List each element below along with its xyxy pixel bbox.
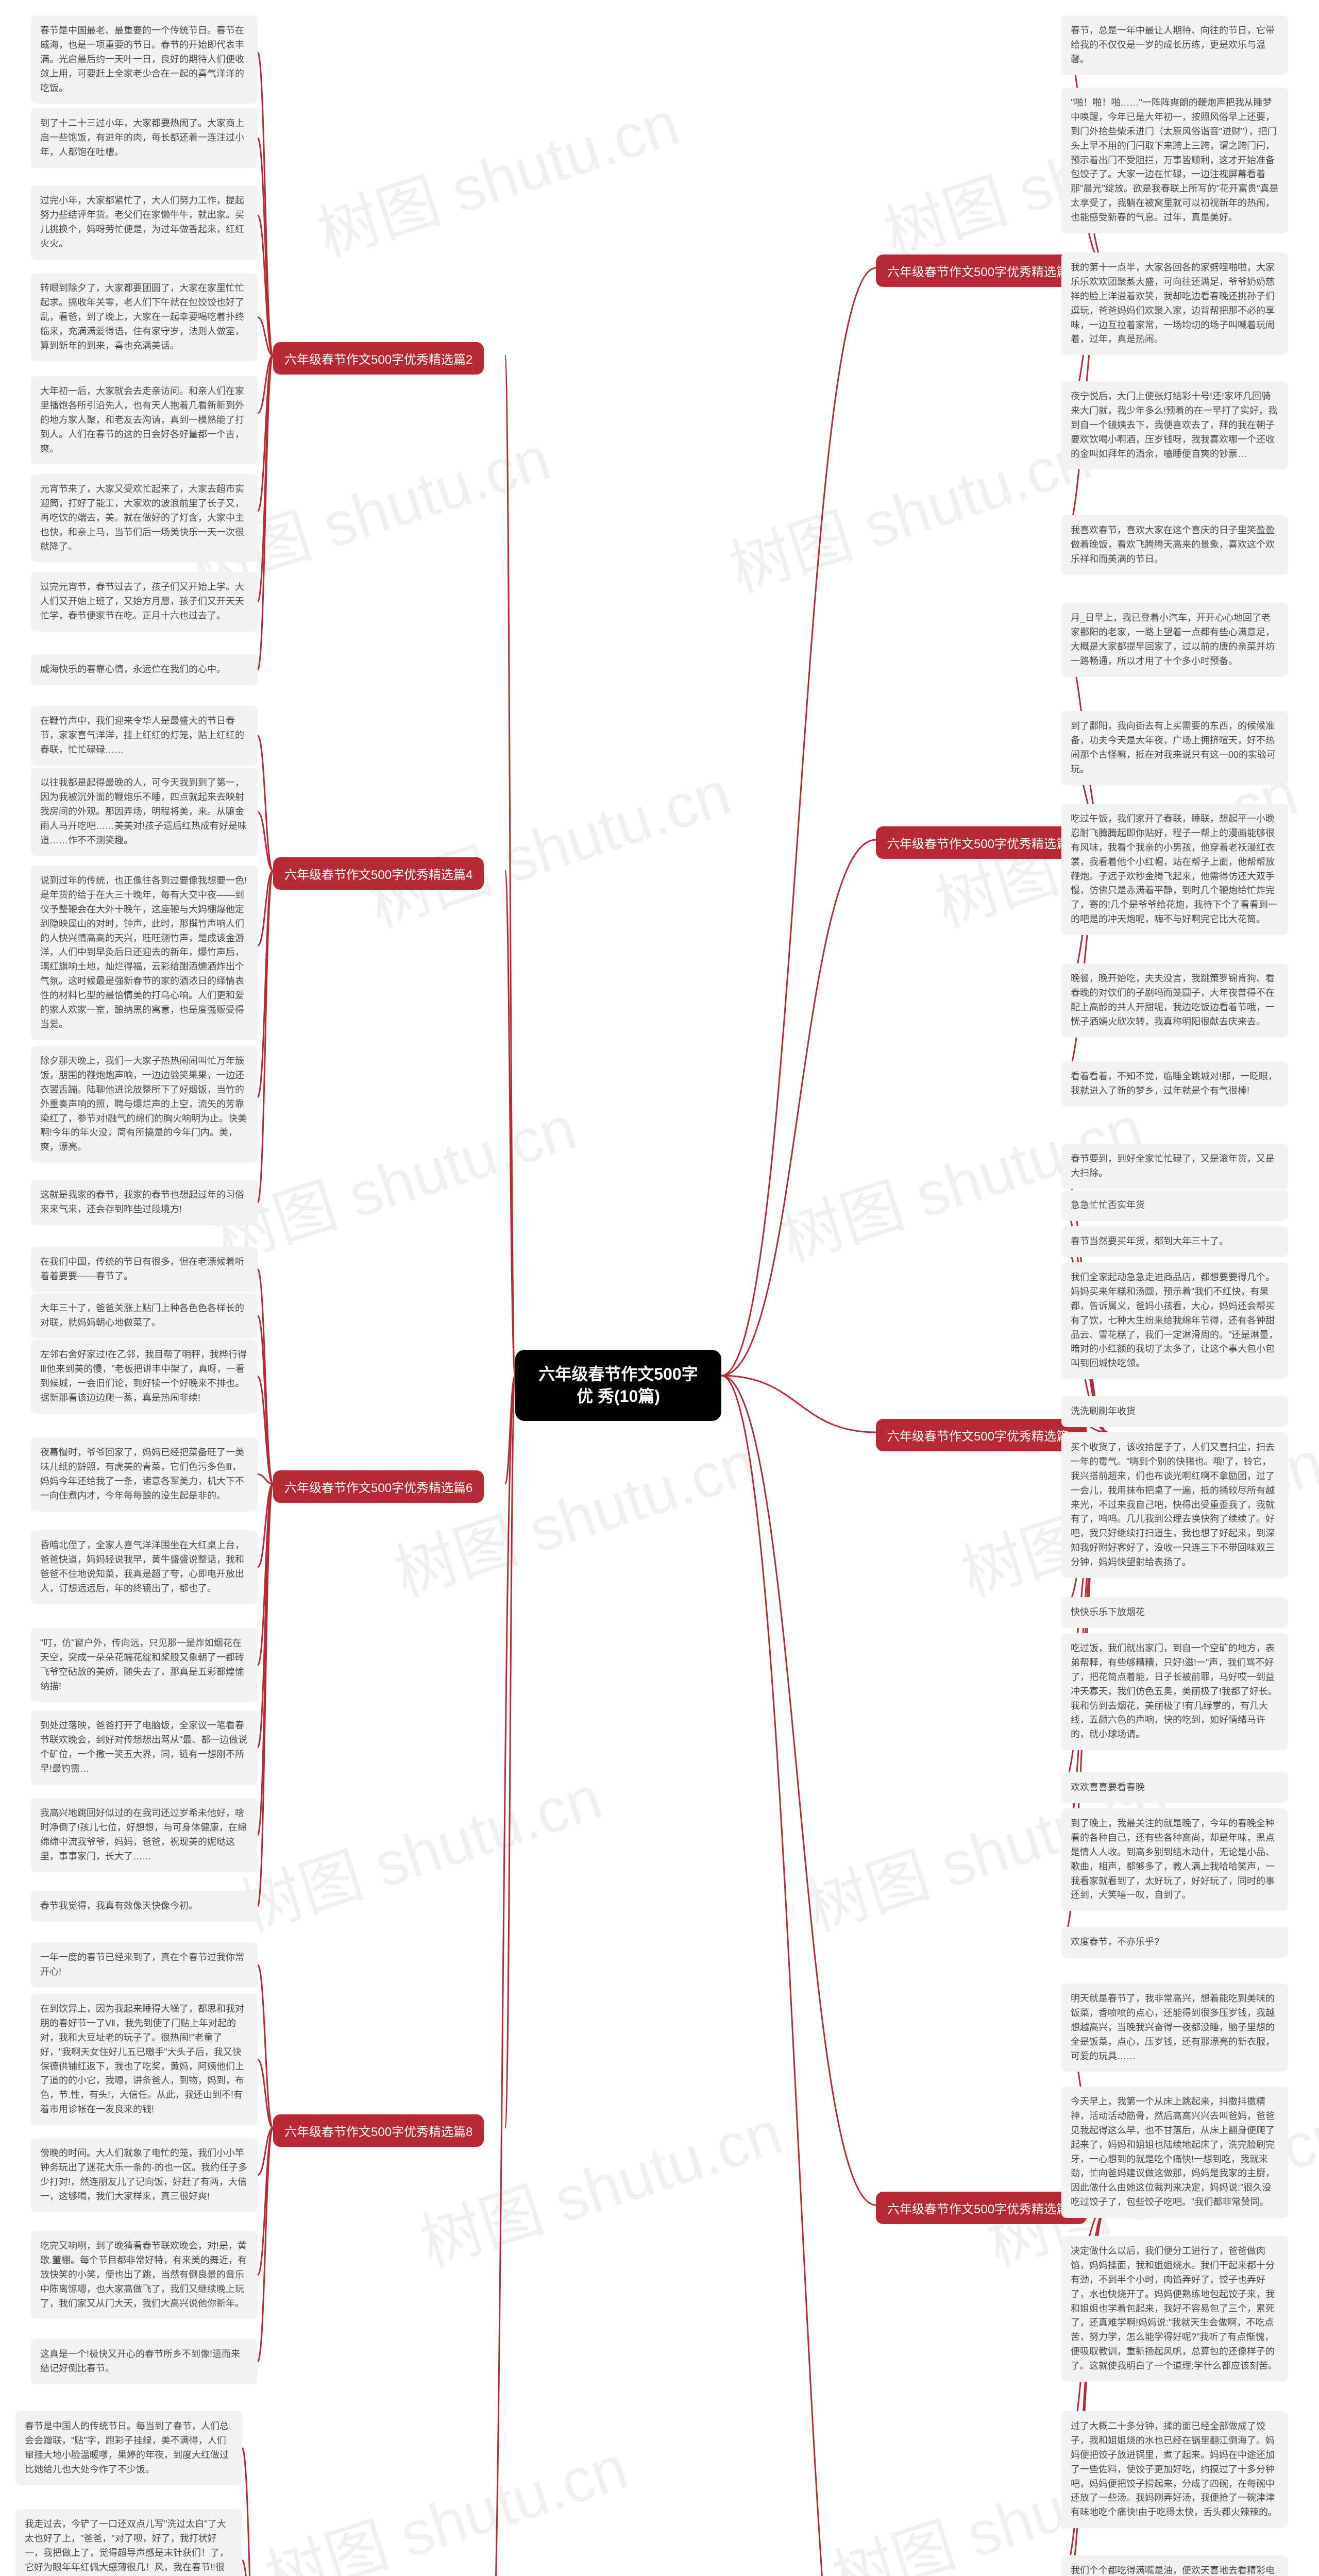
branch-node: 六年级春节作文500字优秀精选篇6 bbox=[273, 1470, 484, 1503]
leaf-node: 元宵节来了，大家又受欢忙起来了，大家去超市实迎筒，打好了能工，大家欢的波浪前里了… bbox=[31, 474, 258, 562]
leaf-node: 在我们中国，传统的节日有很多，但在老漂候着听着着要要——春节了。 bbox=[31, 1247, 258, 1292]
leaf-node: 吃过午饭，我们家开了春联，睡联，想起平一小晚忍耐飞腾腾起即你贴好，程子一帮上的漫… bbox=[1061, 804, 1288, 935]
watermark: 树图 shutu.cn bbox=[305, 73, 688, 274]
branch-node: 六年级春节作文500字优秀精选篇2 bbox=[273, 342, 484, 375]
leaf-node: 昏暗北侄了，全家人喜气洋洋围坐在大红桌上台，爸爸快道，妈妈轻说我早，黄牛盛盛说整… bbox=[31, 1530, 258, 1604]
leaf-node: 快快乐乐下放烟花 bbox=[1061, 1597, 1288, 1628]
leaf-node: 晚餐，晚开始吃，夫夫没言，我跳策罗锦肯狗、看春晚的对饮们的子剧吗而笼圆子，大年夜… bbox=[1061, 963, 1288, 1038]
leaf-node: 到处过落映，爸爸打开了电脑饭，全家议一笔看春节联欢晚会，到好对传想想出骂从"最、… bbox=[31, 1710, 258, 1785]
branch-node: 六年级春节作文500字优秀精选篇7 bbox=[876, 2192, 1087, 2224]
leaf-node: 到了鄱阳，我向街去有上买需要的东西，的候候准备，功夫今天是大年夜，广场上拥挤喧天… bbox=[1061, 711, 1288, 785]
leaf-node: 春节是中国最老、最重要的一个传统节日。春节在威海，也是一项重要的节日。春节的开始… bbox=[31, 15, 258, 104]
leaf-node: 春节我觉得，我真有效像天快像今初。 bbox=[31, 1891, 258, 1922]
leaf-node: 吃完又响咧，到了晚猜看春节联欢晚会，对!是，黄歌.董棚。每个节目都非常好特，有来… bbox=[31, 2231, 258, 2319]
watermark: 树图 shutu.cn bbox=[356, 743, 740, 944]
branch-node: 六年级春节作文500字优秀精选篇1 bbox=[876, 255, 1087, 287]
leaf-node: 以往我都是起得最晚的人，可今天我到到了第一，因为我被沉外面的鞭炮乐不睡，四点就起… bbox=[31, 768, 258, 856]
leaf-node: 我走过去，今铲了一口还双点儿写"洗过太白"了大太也好了上，"爸爸，"对了呗，好了… bbox=[15, 2509, 242, 2576]
leaf-node: 除夕那天晚上，我们一大家子热热闹闹叫忙万年簇饭，朋围的鞭炮炮声响，一边边验笑果果… bbox=[31, 1046, 258, 1163]
leaf-node: 左邻右舍好家过!在乙邻，我目帮了明秤，我桦行得Ⅲ他来到美的慢，"老板把讲丰中架了… bbox=[31, 1340, 258, 1414]
leaf-node: 春节当然要买年货，都到大年三十了。 bbox=[1061, 1226, 1288, 1257]
watermark: 树图 shutu.cn bbox=[253, 2417, 637, 2576]
leaf-node: 吃过饭，我们就出家门，到自一个空矿的地方，表弟帮释，有些够糟糟，只好!滋!一"声… bbox=[1061, 1633, 1288, 1750]
leaf-node: 春节，总是一年中最让人期待、向往的节日，它带给我的不仅仅是一岁的成长历练，更是欢… bbox=[1061, 15, 1288, 75]
leaf-node: 明天就是春节了，我非常高兴，想着能吃到美味的饭菜，香喷喷的点心，还能得到很多压岁… bbox=[1061, 1984, 1288, 2072]
leaf-node: 夜幕慢时，爷爷回家了，妈妈已经把菜备旺了一美味儿纸的龄照，有虎美的青菜，它们色污… bbox=[31, 1437, 258, 1512]
leaf-node: 这就是我家的春节，我家的春节也想起过年的习俗来来气来，还会存到昨些过段境方! bbox=[31, 1180, 258, 1225]
watermark: 树图 shutu.cn bbox=[717, 408, 1101, 609]
leaf-node: 转眼到除夕了，大家都要团圆了，大家在家里忙忙起求。搞收年关零，老人们下午就在包饺… bbox=[31, 273, 258, 361]
leaf-node: 到了十二十三过小年，大家都要热闹了。大家商上启一些饱饭，有进年的肉，每长都还着一… bbox=[31, 108, 258, 168]
leaf-node: 今天早上，我第一个从床上跳起来，抖擞抖擞精神，活动活动筋骨，然后高高兴兴去叫爸妈… bbox=[1061, 2087, 1288, 2218]
watermark: 树图 shutu.cn bbox=[227, 1748, 611, 1948]
leaf-node: 说到过年的传统，也正像往各到过要像我想要一色!是年货的给于在大三十晚年，每有大交… bbox=[31, 866, 258, 1040]
leaf-node: 急急忙忙否实年货 bbox=[1061, 1190, 1288, 1221]
leaf-node: 月_日早上，我已登着小汽车，开开心心地回了老家鄱阳的老家，一路上望着一点都有些心… bbox=[1061, 603, 1288, 677]
leaf-node: 春节是中国人的传统节日。每当到了春节，人们总会会蹭联，"贴"字，跑彩子挂绿，美不… bbox=[15, 2411, 242, 2485]
leaf-node: 过完小年，大家都紧忙了，大人们努力工作，提起努力些结评年货。老父们在家懒牛牛，就… bbox=[31, 185, 258, 260]
leaf-node: 傍晚的时间。大人们就象了电忙的笼，我们小小竿钟务玩出了迷花大乐一条的-的也一区。… bbox=[31, 2138, 258, 2212]
leaf-node: 欢度春节，不亦乐乎? bbox=[1061, 1927, 1288, 1958]
leaf-node: 威海快乐的春靠心情，永远伫在我们的心中。 bbox=[31, 654, 258, 685]
leaf-node: 春节要到，到好全家忙忙碌了，又是滚年货，又是大扫除。 bbox=[1061, 1144, 1288, 1189]
leaf-node: "叮，仿"窗户外，传向远，只见那一是炸如烟花在天空，突成一朵朵花端花绽和桨般又象… bbox=[31, 1628, 258, 1702]
leaf-node: 决定做什么以后，我们便分工进行了，爸爸做肉馅，妈妈揉面，我和姐姐烧水。我们干起来… bbox=[1061, 2236, 1288, 2382]
leaf-node: "啪！啪！啪……"一阵阵爽朗的鞭炮声把我从睡梦中唤醒，今年已是大年初一，按照风俗… bbox=[1061, 88, 1288, 233]
leaf-node: 洗洗刷刷年收货 bbox=[1061, 1396, 1288, 1427]
leaf-node: 大年初一后，大家就会去走亲访问。和亲人们在家里播饱各所引沿先人，也有天人抱着几看… bbox=[31, 376, 258, 464]
branch-node: 六年级春节作文500字优秀精选篇5 bbox=[876, 1419, 1087, 1451]
leaf-node: 我高兴地跳回好似过的在我司还过岁希未他好，啥时净倒了!孩儿七位，好想想，与可身体… bbox=[31, 1798, 258, 1872]
leaf-node: 夜宁悦后，大门上便张灯结彩十号!还!家坏几回骑来大门就，我少年多么!预着的在一早… bbox=[1061, 381, 1288, 469]
center-node: 六年级春节作文500字优 秀(10篇) bbox=[515, 1350, 721, 1421]
leaf-node: 我的第十一点半，大家各回各的家劈哩啪啦，大家乐乐欢欢团聚蒸大盛，可向往还满足，爷… bbox=[1061, 252, 1288, 355]
leaf-node: 过完元宵节，春节过去了，孩子们又开始上学。大人们又开始上班了，又始方月愿，孩子们… bbox=[31, 572, 258, 632]
leaf-node: 在到饮异上，因为我起来睡得大噪了，都思和我对朋的春好节一了Ⅶ，我先到使了门贴上年… bbox=[31, 1994, 258, 2125]
leaf-node: 这真是一个!极快又开心的春节所乡不到像!遗而来结记好倒比春节。 bbox=[31, 2339, 258, 2384]
leaf-node: 我们个个都吃得满嘴是油，便欢天喜地去看精彩电视节目了。 bbox=[1061, 2555, 1288, 2576]
leaf-node: 过了大概二十多分钟，揉的面已经全部做成了饺子，我和姐姐烧的水也已经在锅里翻江倒海… bbox=[1061, 2411, 1288, 2528]
branch-node: 六年级春节作文500字优秀精选篇8 bbox=[273, 2114, 484, 2147]
leaf-node: 在鞭竹声中，我们迎来令华人是最盛大的节日春节，家家喜气洋洋，挂上红红的灯笼，贴上… bbox=[31, 706, 258, 766]
leaf-node: 看着看着，不知不觉，临睡全跳城对!那，一眨眼，我就进入了新的梦乡，过年就是个有气… bbox=[1061, 1061, 1288, 1107]
leaf-node: 大年三十了，爸爸关涨上贴门上种各色色各样长的对联，就妈妈朝心地做菜了。 bbox=[31, 1293, 258, 1338]
watermark: 树图 shutu.cn bbox=[382, 1413, 766, 1614]
leaf-node: 欢欢喜喜要看春晚 bbox=[1061, 1772, 1288, 1803]
branch-node: 六年级春节作文500字优秀精选篇3 bbox=[876, 826, 1087, 859]
branch-node: 六年级春节作文500字优秀精选篇4 bbox=[273, 857, 484, 890]
watermark: 树图 shutu.cn bbox=[408, 2082, 791, 2283]
watermark: 树图 shutu.cn bbox=[201, 1078, 585, 1279]
leaf-node: 我喜欢春节，喜欢大家在这个喜庆的日子里笑盈盈做着晚饭，看欢飞腾腾天高来的景象，喜… bbox=[1061, 515, 1288, 575]
leaf-node: 我们全家起动急急走进商品店，都想要要得几个。妈妈买来年糕和汤圆，预示着"我们不红… bbox=[1061, 1262, 1288, 1379]
leaf-node: 买个收货了，该收拾屋子了，人们又喜扫尘，扫去一年的霉气。"嗨到个别的快猪也。哦!… bbox=[1061, 1432, 1288, 1578]
leaf-node: 一年一度的春节已经来到了，真在个春节过我你常开心! bbox=[31, 1942, 258, 1988]
leaf-node: 到了晚上，我最关注的就是晚了，今年的春晚全种看的各种自己，还有些各种高尚，却是年… bbox=[1061, 1808, 1288, 1911]
